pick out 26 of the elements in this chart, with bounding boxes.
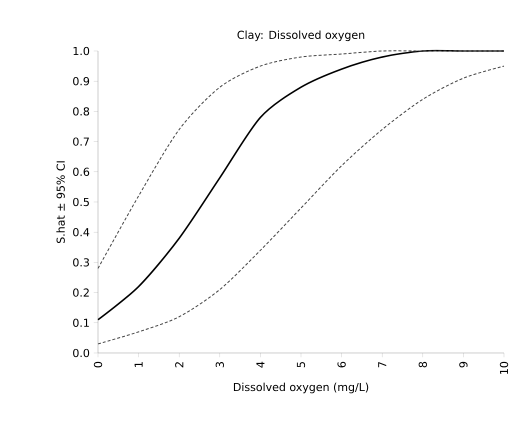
x-tick-label: 8	[418, 362, 427, 368]
y-tick-label: 0.9	[73, 77, 90, 86]
x-tick-label: 4	[256, 362, 264, 368]
line-series	[98, 50, 504, 269]
x-tick-label: 7	[378, 362, 386, 368]
chart-title: Clay: Dissolved oxygen	[238, 30, 364, 42]
y-tick-label: 0.8	[73, 107, 90, 116]
y-tick-label: 0.3	[73, 258, 89, 267]
y-axis-title: S.hat ± 95% CI	[56, 161, 65, 244]
x-axis-title: Dissolved oxygen (mg/L)	[234, 382, 368, 394]
y-tick-label: 0.2	[73, 288, 89, 297]
x-tick-label: 0	[94, 362, 102, 368]
y-tick-label: 0.4	[73, 228, 90, 236]
y-tick-label: 0.1	[73, 318, 89, 327]
x-tick-label: 6	[337, 362, 346, 368]
y-tick-label: 0.0	[73, 348, 90, 358]
x-tick-label: 1	[134, 362, 143, 367]
x-tick-label: 9	[459, 362, 468, 368]
x-tick-label: 2	[175, 362, 184, 368]
x-tick-label: 3	[216, 362, 224, 368]
y-tick-label: 0.6	[73, 168, 90, 176]
x-tick-label: 10	[500, 362, 508, 374]
y-tick-label: 0.7	[73, 137, 89, 146]
y-tick-label: 1.0	[74, 46, 90, 56]
y-tick-label: 0.5	[73, 198, 89, 206]
x-tick-label: 5	[296, 362, 306, 368]
